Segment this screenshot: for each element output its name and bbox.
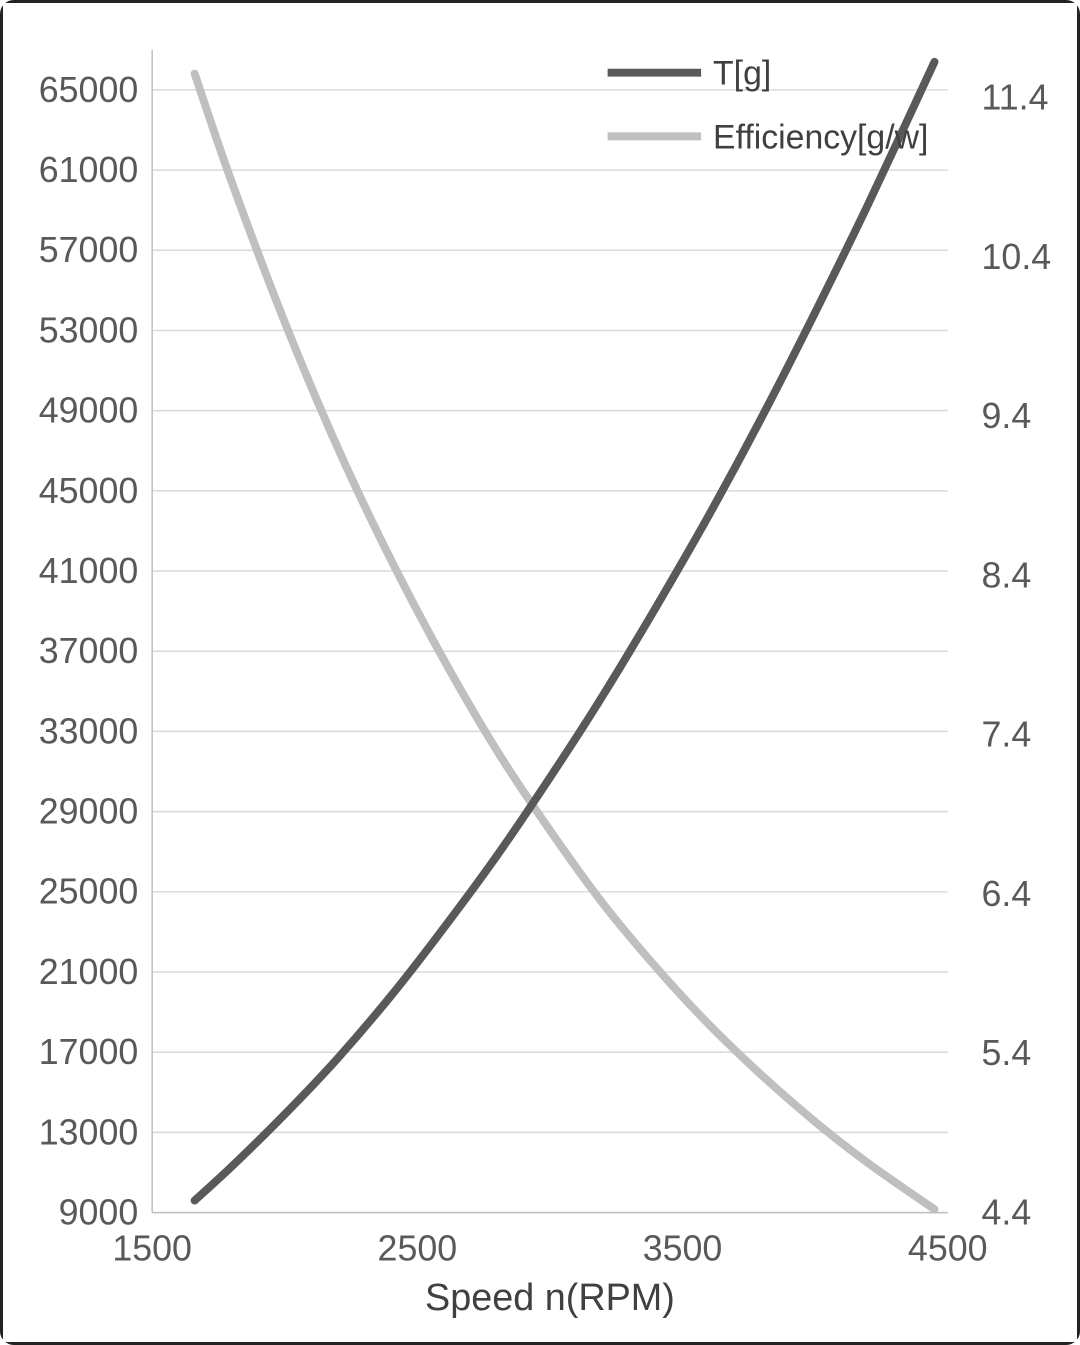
legend: T[g] Efficiency[g/w]: [607, 55, 928, 156]
legend-item: Efficiency[g/w]: [607, 118, 928, 156]
left-tick-label: 29000: [39, 792, 138, 832]
right-tick-label: 5.4: [982, 1033, 1032, 1073]
chart-window: 9000 13000 17000 21000 25000 29000 33000 37000 4…: [3, 3, 1077, 1342]
left-tick-label: 13000: [39, 1112, 138, 1152]
legend-label: T[g]: [713, 55, 771, 93]
left-axis-tick-labels: 9000 13000 17000 21000 25000 29000 33000 37000 4…: [39, 70, 138, 1233]
left-tick-label: 49000: [39, 391, 138, 431]
x-tick-label: 3500: [643, 1228, 723, 1268]
right-tick-label: 9.4: [982, 396, 1032, 436]
gridlines: [152, 89, 948, 1214]
left-tick-label: 21000: [39, 952, 138, 992]
right-tick-label: 10.4: [982, 237, 1052, 277]
right-tick-label: 11.4: [982, 78, 1049, 118]
legend-label: Efficiency[g/w]: [713, 118, 928, 156]
left-tick-label: 33000: [39, 711, 138, 751]
left-tick-label: 25000: [39, 872, 138, 912]
right-tick-label: 7.4: [982, 715, 1032, 755]
left-tick-label: 17000: [39, 1032, 138, 1072]
chart-svg: 9000 13000 17000 21000 25000 29000 33000 37000 4…: [39, 49, 1052, 1319]
left-tick-label: 65000: [39, 70, 138, 110]
x-tick-label: 1500: [112, 1228, 192, 1268]
left-tick-label: 53000: [39, 310, 138, 350]
legend-item: T[g]: [607, 55, 771, 93]
left-tick-label: 45000: [39, 471, 138, 511]
right-tick-label: 8.4: [982, 555, 1032, 595]
left-tick-label: 9000: [59, 1193, 139, 1233]
x-axis-tick-labels: 1500 2500 3500 4500: [112, 1228, 987, 1268]
series-line-torque: [190, 57, 939, 1205]
left-tick-label: 41000: [39, 551, 138, 591]
x-tick-label: 4500: [908, 1228, 988, 1268]
right-axis-tick-labels: 4.4 5.4 6.4 7.4 8.4 9.4 10.4 11.4: [982, 78, 1052, 1233]
right-tick-label: 6.4: [982, 874, 1032, 914]
x-tick-label: 2500: [378, 1228, 458, 1268]
x-axis-title: Speed n(RPM): [425, 1277, 675, 1319]
left-tick-label: 37000: [39, 631, 138, 671]
right-tick-label: 4.4: [982, 1193, 1032, 1233]
left-tick-label: 57000: [39, 230, 138, 270]
series-line-efficiency: [190, 69, 939, 1214]
left-tick-label: 61000: [39, 150, 138, 190]
